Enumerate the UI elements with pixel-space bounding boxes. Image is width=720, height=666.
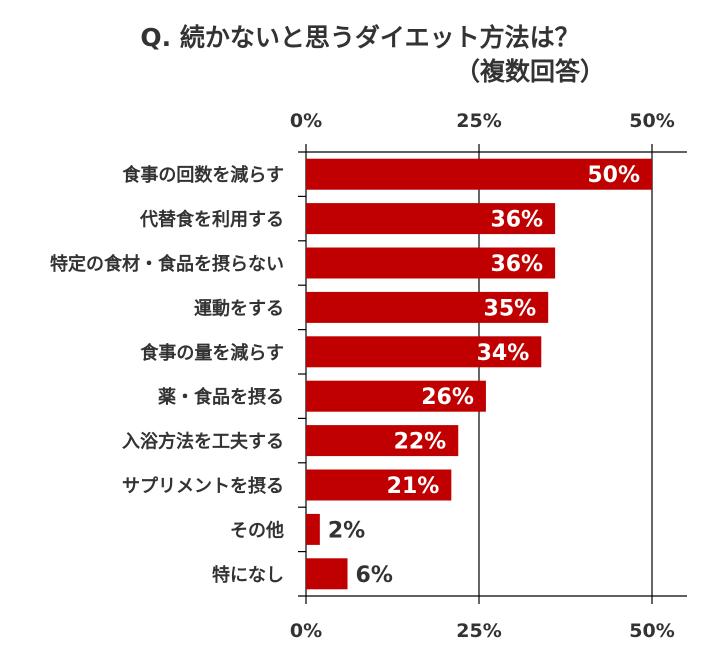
chart-subtitle: （複数回答） (455, 57, 605, 86)
data-label: 22% (394, 430, 447, 455)
category-label: 運動をする (194, 297, 284, 319)
data-label: 26% (421, 385, 474, 410)
x-tick-label-top: 50% (629, 110, 674, 132)
category-label: 入浴方法を工夫する (122, 431, 284, 453)
category-label: 代替食を利用する (139, 209, 284, 231)
data-label: 6% (356, 563, 393, 588)
category-label: 食事の回数を減らす (121, 164, 284, 186)
chart-title: Q. 続かないと思うダイエット方法は？ (140, 23, 579, 52)
bar (306, 247, 556, 279)
bar (306, 291, 549, 323)
data-label: 36% (490, 252, 543, 277)
bar (306, 380, 486, 412)
data-label: 50% (587, 163, 640, 188)
bar (306, 469, 452, 501)
category-label: 食事の量を減らす (139, 342, 284, 364)
bar (306, 158, 652, 190)
data-label: 35% (484, 296, 537, 321)
data-label: 2% (328, 518, 365, 543)
data-label: 21% (387, 474, 440, 499)
category-label: 特になし (212, 564, 284, 586)
bar (306, 558, 348, 590)
data-label: 36% (490, 208, 543, 233)
x-tick-label-bottom: 25% (456, 620, 501, 642)
category-label: 薬・食品を摂る (158, 386, 284, 408)
data-label: 34% (477, 341, 530, 366)
x-tick-label-top: 0% (290, 110, 322, 132)
bar (306, 513, 320, 545)
bar (306, 203, 556, 235)
bar (306, 425, 459, 457)
x-tick-label-bottom: 50% (629, 620, 674, 642)
x-tick-label-bottom: 0% (290, 620, 322, 642)
category-label: 特定の食材・食品を摂らない (50, 253, 284, 275)
category-label: その他 (230, 519, 284, 541)
x-tick-label-top: 25% (456, 110, 501, 132)
bar (306, 336, 542, 368)
category-label: サプリメントを摂る (122, 475, 284, 497)
